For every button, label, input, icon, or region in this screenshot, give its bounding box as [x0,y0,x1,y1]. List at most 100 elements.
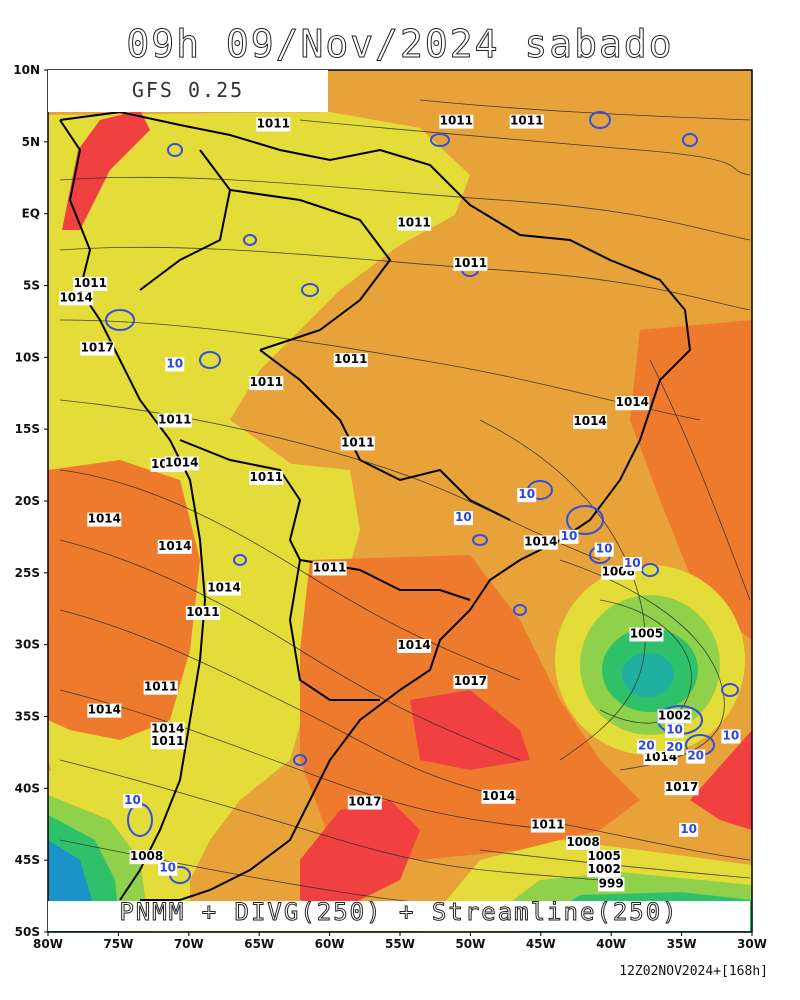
latitude-tick-label: 25S [15,566,40,580]
isobar-label-bg [453,256,488,271]
isobar-label: 1011 [74,276,107,290]
isobar-label: 1014 [573,414,606,428]
divergence-label-bg [721,729,741,744]
longitude-tick-label: 40W [596,937,626,951]
divergence-label: 10 [680,822,697,836]
isobar-label: 1008 [566,835,599,849]
isobar-label: 1008 [130,849,163,863]
isobar-label: 1014 [165,456,198,470]
isobar-label-bg [150,722,185,737]
divergence-labels: 10 10 10 10 10 10 10 10 10 20 20 20 10 10 [122,356,741,876]
isobar-label: 1011 [397,216,430,230]
isobar-label-bg [509,114,544,129]
field-description-box [48,901,750,931]
divergence-label-bg [594,542,614,557]
low-pressure-core [622,653,674,697]
divergence-label: 10 [666,723,683,737]
divergence-label: 20 [666,740,683,754]
longitude-tick-label: 45W [526,937,556,951]
isobar-label: 1011 [531,818,564,832]
isobar-label-bg [664,781,699,796]
pressure-zone-high-red [410,690,530,770]
latitude-tick-label: 5S [23,279,40,293]
isobar-label-bg [80,341,115,356]
isobar-label: 1002 [658,708,691,722]
isobar-label-bg [157,539,192,554]
divergence-label: 10 [455,510,472,524]
isobar-label-bg [439,114,474,129]
divergence-label: 10 [561,529,578,543]
isobar-label: 1014 [88,512,121,526]
longitude-tick-label: 65W [244,937,274,951]
isobar-label-bg [573,414,608,429]
divergence-label-bg [665,740,685,755]
isobar-label: 1014 [397,638,430,652]
isobar-label-bg [249,376,284,391]
isobar-label: 1011 [341,435,374,449]
isobar-label-bg [256,117,291,132]
latitude-axis: 10N 5N EQ 5S 10S 15S 20S 25S 30S 35S 40S 45S 50S [13,63,48,939]
divergence-label-bg [686,749,706,764]
isobar-label-bg [59,291,94,306]
isobar-label: 1011 [334,352,367,366]
isobar-label: 1014 [482,789,515,803]
longitude-tick-label: 60W [315,937,345,951]
divergence-label: 10 [723,728,740,742]
isobar-label: 1011 [250,470,283,484]
divergence-label: 20 [638,739,655,753]
pressure-zone-high-red-south [300,800,420,910]
longitude-tick-label: 70W [174,937,204,951]
pressure-zone-andes-red [62,110,150,230]
isobar-label-bg [164,456,199,471]
divergence-label: 10 [624,556,641,570]
isobar-label: 999 [599,876,624,890]
divergence-label-bg [559,529,579,544]
isobar-label: 1002 [587,862,620,876]
isobar-label-bg [207,581,241,596]
isobar-label: 1014 [158,539,191,553]
isobar-label: 1011 [510,114,543,128]
isobar-label-bg [530,818,565,833]
isobar-label: 1011 [250,375,283,389]
isobar-label-bg [150,735,185,750]
isobar-label: 1011 [440,114,473,128]
longitude-axis: 80W 75W 70W 65W 60W 55W 50W 45W 40W 35W 30W [33,932,767,951]
isobar-label-bg [587,863,622,878]
isobar-label-bg [157,413,192,428]
run-stamp: 12Z02NOV2024+[168h] [619,964,768,979]
divergence-label-bg [453,511,473,526]
isobar-label: 1017 [348,795,381,809]
isobar-label: 1017 [81,341,114,355]
divergence-label-bg [158,861,178,876]
isobar-label-bg [347,795,382,810]
divergence-label: 10 [124,793,141,807]
isobar-label: 1014 [88,703,121,717]
isobar-label-bg [597,877,625,892]
latitude-tick-label: 35S [15,710,40,724]
isobar-label: 1011 [454,256,487,270]
isobar-label: 1005 [587,849,620,863]
divergence-label: 10 [596,542,613,556]
isobar-label-bg [87,512,122,527]
divergence-label: 10 [159,861,176,875]
latitude-tick-label: 50S [15,925,40,939]
isobar-label-bg [566,835,601,850]
isobar-label: 1014 [207,581,240,595]
divergence-label-bg [165,357,185,372]
isobar-label-bg [587,850,622,865]
isobar-label-bg [185,605,220,620]
isobar-label: 1011 [144,680,177,694]
isobar-label: 1005 [630,626,663,640]
isobar-label: 1014 [616,395,649,409]
isobar-label-bg [615,396,650,411]
divergence-label-bg [517,488,537,503]
latitude-tick-label: 20S [15,494,40,508]
latitude-tick-label: 45S [15,853,40,867]
latitude-tick-label: 10S [15,350,40,364]
isobar-label-bg [453,674,488,689]
divergence-label-bg [665,723,685,738]
divergence-label: 20 [687,749,704,763]
isobar-label-bg [333,353,368,368]
isobar-label: 1011 [257,116,290,130]
